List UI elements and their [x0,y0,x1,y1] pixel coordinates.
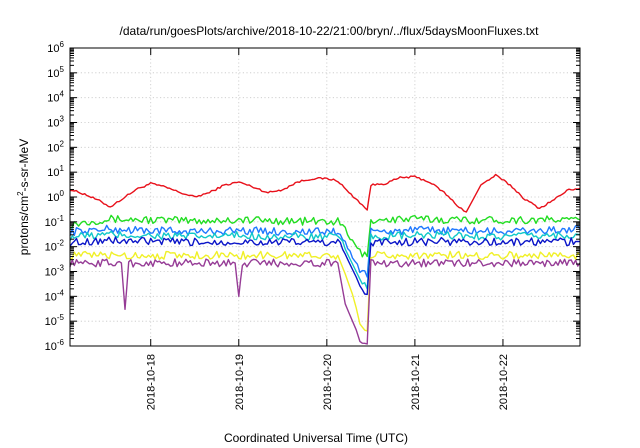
series-line-6 [69,250,581,332]
x-tick-label: 2018-10-21 [410,354,422,410]
y-tick-label: 10-1 [45,214,65,229]
y-tick-label: 104 [47,90,64,105]
series-line-1 [69,173,581,213]
series-line-4 [69,230,581,290]
y-tick-label: 102 [47,139,64,154]
x-axis-label: Coordinated Universal Time (UTC) [224,431,408,445]
x-tick-label: 2018-10-22 [498,354,510,410]
y-tick-label: 100 [47,189,64,204]
x-tick-label: 2018-10-18 [146,354,158,410]
series-line-5 [69,236,581,296]
series-layer [69,173,581,345]
y-tick-label: 10-6 [45,338,65,353]
y-tick-label: 103 [47,115,64,130]
series-line-7 [69,258,581,345]
y-tick-label: 10-2 [45,239,65,254]
series-line-3 [69,224,581,278]
y-tick-label: 10-4 [45,288,65,303]
grid-lines [70,48,580,346]
x-tick-label: 2018-10-19 [234,354,246,410]
chart-title: /data/run/goesPlots/archive/2018-10-22/2… [120,24,540,38]
y-tick-label: 10-5 [45,313,65,328]
plot-frame [69,47,581,347]
y-axis-label: protons/cm2-s-sr-MeV [16,139,31,255]
y-tick-label: 105 [47,65,64,80]
y-tick-label: 101 [47,164,64,179]
series-line-2 [69,214,581,258]
y-tick-label: 106 [47,40,64,55]
axis-ticks: 10-6 10-5 10-4 10-3 10-2 10-1 100 101 102 103 104 1… [45,40,580,410]
y-tick-label: 10-3 [45,264,65,279]
x-tick-label: 2018-10-20 [322,354,334,410]
